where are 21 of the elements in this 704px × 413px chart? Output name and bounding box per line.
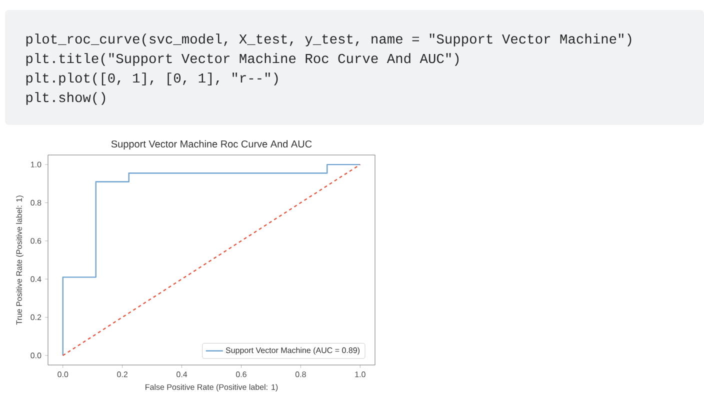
x-tick-label: 0.2	[117, 372, 128, 378]
x-tick-label: 0.8	[295, 372, 306, 378]
x-tick-label: 1.0	[355, 372, 366, 378]
text: plot_roc_curve(svc_model, X_test, y_test, name = "Support Vector Machine")	[26, 34, 632, 46]
y-tick-label: 0.2	[30, 314, 42, 320]
chart-title: Support Vector Machine Roc Curve And AUC	[111, 140, 312, 150]
legend-label: Support Vector Machine (AUC = 0.89)	[226, 347, 360, 355]
y-tick-label: 1.0	[30, 162, 42, 168]
x-tick-label: 0.6	[236, 372, 246, 378]
text: plt.title("Support Vector Machine Roc Curve And AUC")	[26, 53, 459, 66]
x-axis-title: False Positive Rate (Positive label: 1)	[146, 384, 278, 392]
x-tick-label: 0.0	[58, 372, 68, 378]
y-tick-label: 0.0	[30, 352, 42, 358]
text: plt.plot([0, 1], [0, 1], "r--")	[26, 72, 278, 86]
y-tick-label: 0.6	[30, 238, 42, 244]
y-tick-label: 0.4	[30, 276, 42, 282]
y-tick-label: 0.8	[30, 200, 42, 206]
text: plt.show()	[26, 92, 106, 105]
x-tick-label: 0.4	[176, 372, 188, 378]
line-series	[62, 164, 361, 356]
y-axis-title: True Positive Rate (Positive label: 1)	[16, 196, 24, 325]
